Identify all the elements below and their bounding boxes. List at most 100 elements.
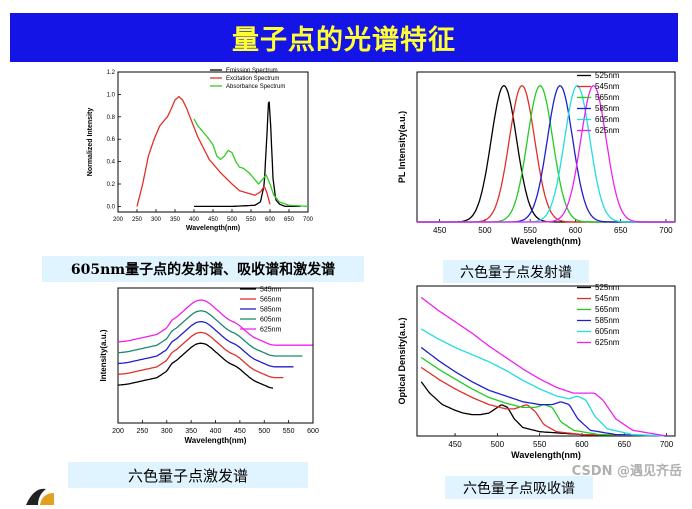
axes: 200 250 300 350 400 450 500 550 600 Wavelength(nm… xyxy=(99,287,319,445)
legend-label: 525nm xyxy=(595,283,620,292)
legend: 525nm 545nm 565nm 585nm 605nm 625nm xyxy=(577,71,620,135)
x-axis-label: Wavelength(nm) xyxy=(185,436,247,445)
legend-label: 585nm xyxy=(595,316,620,325)
series-line xyxy=(117,320,294,368)
x-tick-label: 650 xyxy=(614,226,628,235)
y-tick-label: 0.4 xyxy=(107,160,116,166)
y-axis-label: PL Intensity(a.u.) xyxy=(397,111,407,183)
x-tick-label: 200 xyxy=(113,217,124,223)
legend-label: 585nm xyxy=(595,104,620,113)
logo-icon xyxy=(24,485,64,505)
x-axis-label: Wavelength(nm) xyxy=(186,225,240,232)
x-tick-label: 600 xyxy=(569,226,583,235)
chart-605nm-spectra: 200 250 300 350 400 450 500 550 600 650 700 0.0 0.2 0… xyxy=(87,68,314,232)
x-tick-label: 500 xyxy=(258,428,270,435)
axes: 450 500 550 600 650 700 Wavelength(nm) PL Inten… xyxy=(397,71,676,246)
series-line xyxy=(117,299,313,346)
legend-label: 565nm xyxy=(595,93,620,102)
series-line xyxy=(417,85,675,223)
chart-excitation-six-colors: 200 250 300 350 400 450 500 550 600 Wavelength(nm… xyxy=(99,286,319,445)
y-axis-label: Intensity(a.u.) xyxy=(99,329,108,381)
series-line xyxy=(417,85,675,223)
legend-label: 545nm xyxy=(260,286,282,293)
watermark: CSDN @遇见齐岳 xyxy=(571,464,682,479)
x-tick-label: 650 xyxy=(284,217,295,223)
legend-label: 565nm xyxy=(595,305,620,314)
legend: 545nm 565nm 585nm 605nm 625nm xyxy=(240,286,282,333)
y-tick-label: 0.0 xyxy=(107,204,116,210)
legend-label: 585nm xyxy=(260,306,282,313)
x-tick-label: 700 xyxy=(303,217,314,223)
x-tick-label: 450 xyxy=(234,428,246,435)
y-tick-label: 1.0 xyxy=(107,92,116,98)
legend-label: 565nm xyxy=(260,296,282,303)
legend-label: Excitation Spectrum xyxy=(226,76,279,82)
legend-label: 625nm xyxy=(595,338,620,347)
series-line xyxy=(417,84,675,223)
x-tick-label: 550 xyxy=(246,217,257,223)
x-tick-label: 350 xyxy=(185,428,197,435)
series-line xyxy=(117,342,274,389)
y-tick-label: 0.8 xyxy=(107,115,116,121)
caption-excitation: 六色量子点激发谱 xyxy=(68,462,308,488)
legend-label: 545nm xyxy=(595,294,620,303)
series-line xyxy=(417,84,675,223)
legend-label: 525nm xyxy=(595,71,620,80)
series-line xyxy=(117,310,303,357)
x-tick-label: 550 xyxy=(533,440,547,449)
x-tick-label: 250 xyxy=(137,428,149,435)
legend-label: 625nm xyxy=(595,126,620,135)
plot-frame xyxy=(416,285,676,437)
x-tick-label: 500 xyxy=(227,217,238,223)
x-tick-label: 300 xyxy=(161,428,173,435)
caption-605nm-spectra: 605nm量子点的发射谱、吸收谱和激发谱 xyxy=(42,256,364,282)
caption-absorption: 六色量子点吸收谱 xyxy=(445,476,593,499)
y-axis-label: Normalized Intensity xyxy=(87,108,94,177)
legend-label: Emission Spectrum xyxy=(226,68,278,74)
x-tick-label: 250 xyxy=(132,217,143,223)
series-line xyxy=(117,331,284,379)
x-tick-label: 600 xyxy=(575,440,589,449)
series-line xyxy=(420,328,667,437)
legend-label: 625nm xyxy=(260,326,282,333)
x-tick-label: 500 xyxy=(478,226,492,235)
x-tick-label: 700 xyxy=(660,440,674,449)
x-tick-label: 700 xyxy=(659,226,673,235)
x-tick-label: 550 xyxy=(283,428,295,435)
legend: Emission Spectrum Excitation Spectrum Abso… xyxy=(210,68,285,90)
x-tick-label: 450 xyxy=(448,440,462,449)
y-axis-label: Optical Density(a.u.) xyxy=(397,317,407,404)
x-tick-label: 300 xyxy=(151,217,162,223)
y-tick-label: 1.2 xyxy=(107,70,116,76)
plot-frame xyxy=(117,71,309,213)
series-line xyxy=(420,346,667,437)
x-tick-label: 400 xyxy=(210,428,222,435)
x-tick-label: 400 xyxy=(189,217,200,223)
series-line xyxy=(417,84,675,223)
x-tick-label: 600 xyxy=(307,428,319,435)
legend-label: 545nm xyxy=(595,82,620,91)
chart-absorption-six-colors: 450 500 550 600 650 700 Wavelength(nm) Optical … xyxy=(397,283,676,460)
x-tick-label: 450 xyxy=(433,226,447,235)
y-tick-label: 0.2 xyxy=(107,182,116,188)
x-tick-label: 200 xyxy=(112,428,124,435)
legend-label: 605nm xyxy=(260,316,282,323)
x-tick-label: 650 xyxy=(618,440,632,449)
series-line xyxy=(136,95,271,207)
legend-label: 605nm xyxy=(595,115,620,124)
x-tick-label: 450 xyxy=(208,217,219,223)
legend: 525nm 545nm 565nm 585nm 605nm 625nm xyxy=(577,283,620,347)
page-title: 量子点的光谱特征 xyxy=(10,13,678,62)
series-line xyxy=(420,296,667,437)
x-axis-label: Wavelength(nm) xyxy=(511,450,581,460)
axes: 200 250 300 350 400 450 500 550 600 650 700 0.0 0.2 0… xyxy=(87,70,314,232)
x-tick-label: 550 xyxy=(523,226,537,235)
x-tick-label: 500 xyxy=(491,440,505,449)
caption-emission: 六色量子点发射谱 xyxy=(443,260,589,283)
x-tick-label: 350 xyxy=(170,217,181,223)
chart-emission-six-colors: 450 500 550 600 650 700 Wavelength(nm) PL Inten… xyxy=(397,71,676,246)
series-line xyxy=(193,118,308,208)
series-line xyxy=(417,85,675,223)
legend-label: Absorbance Spectrum xyxy=(226,84,285,90)
legend-label: 605nm xyxy=(595,327,620,336)
